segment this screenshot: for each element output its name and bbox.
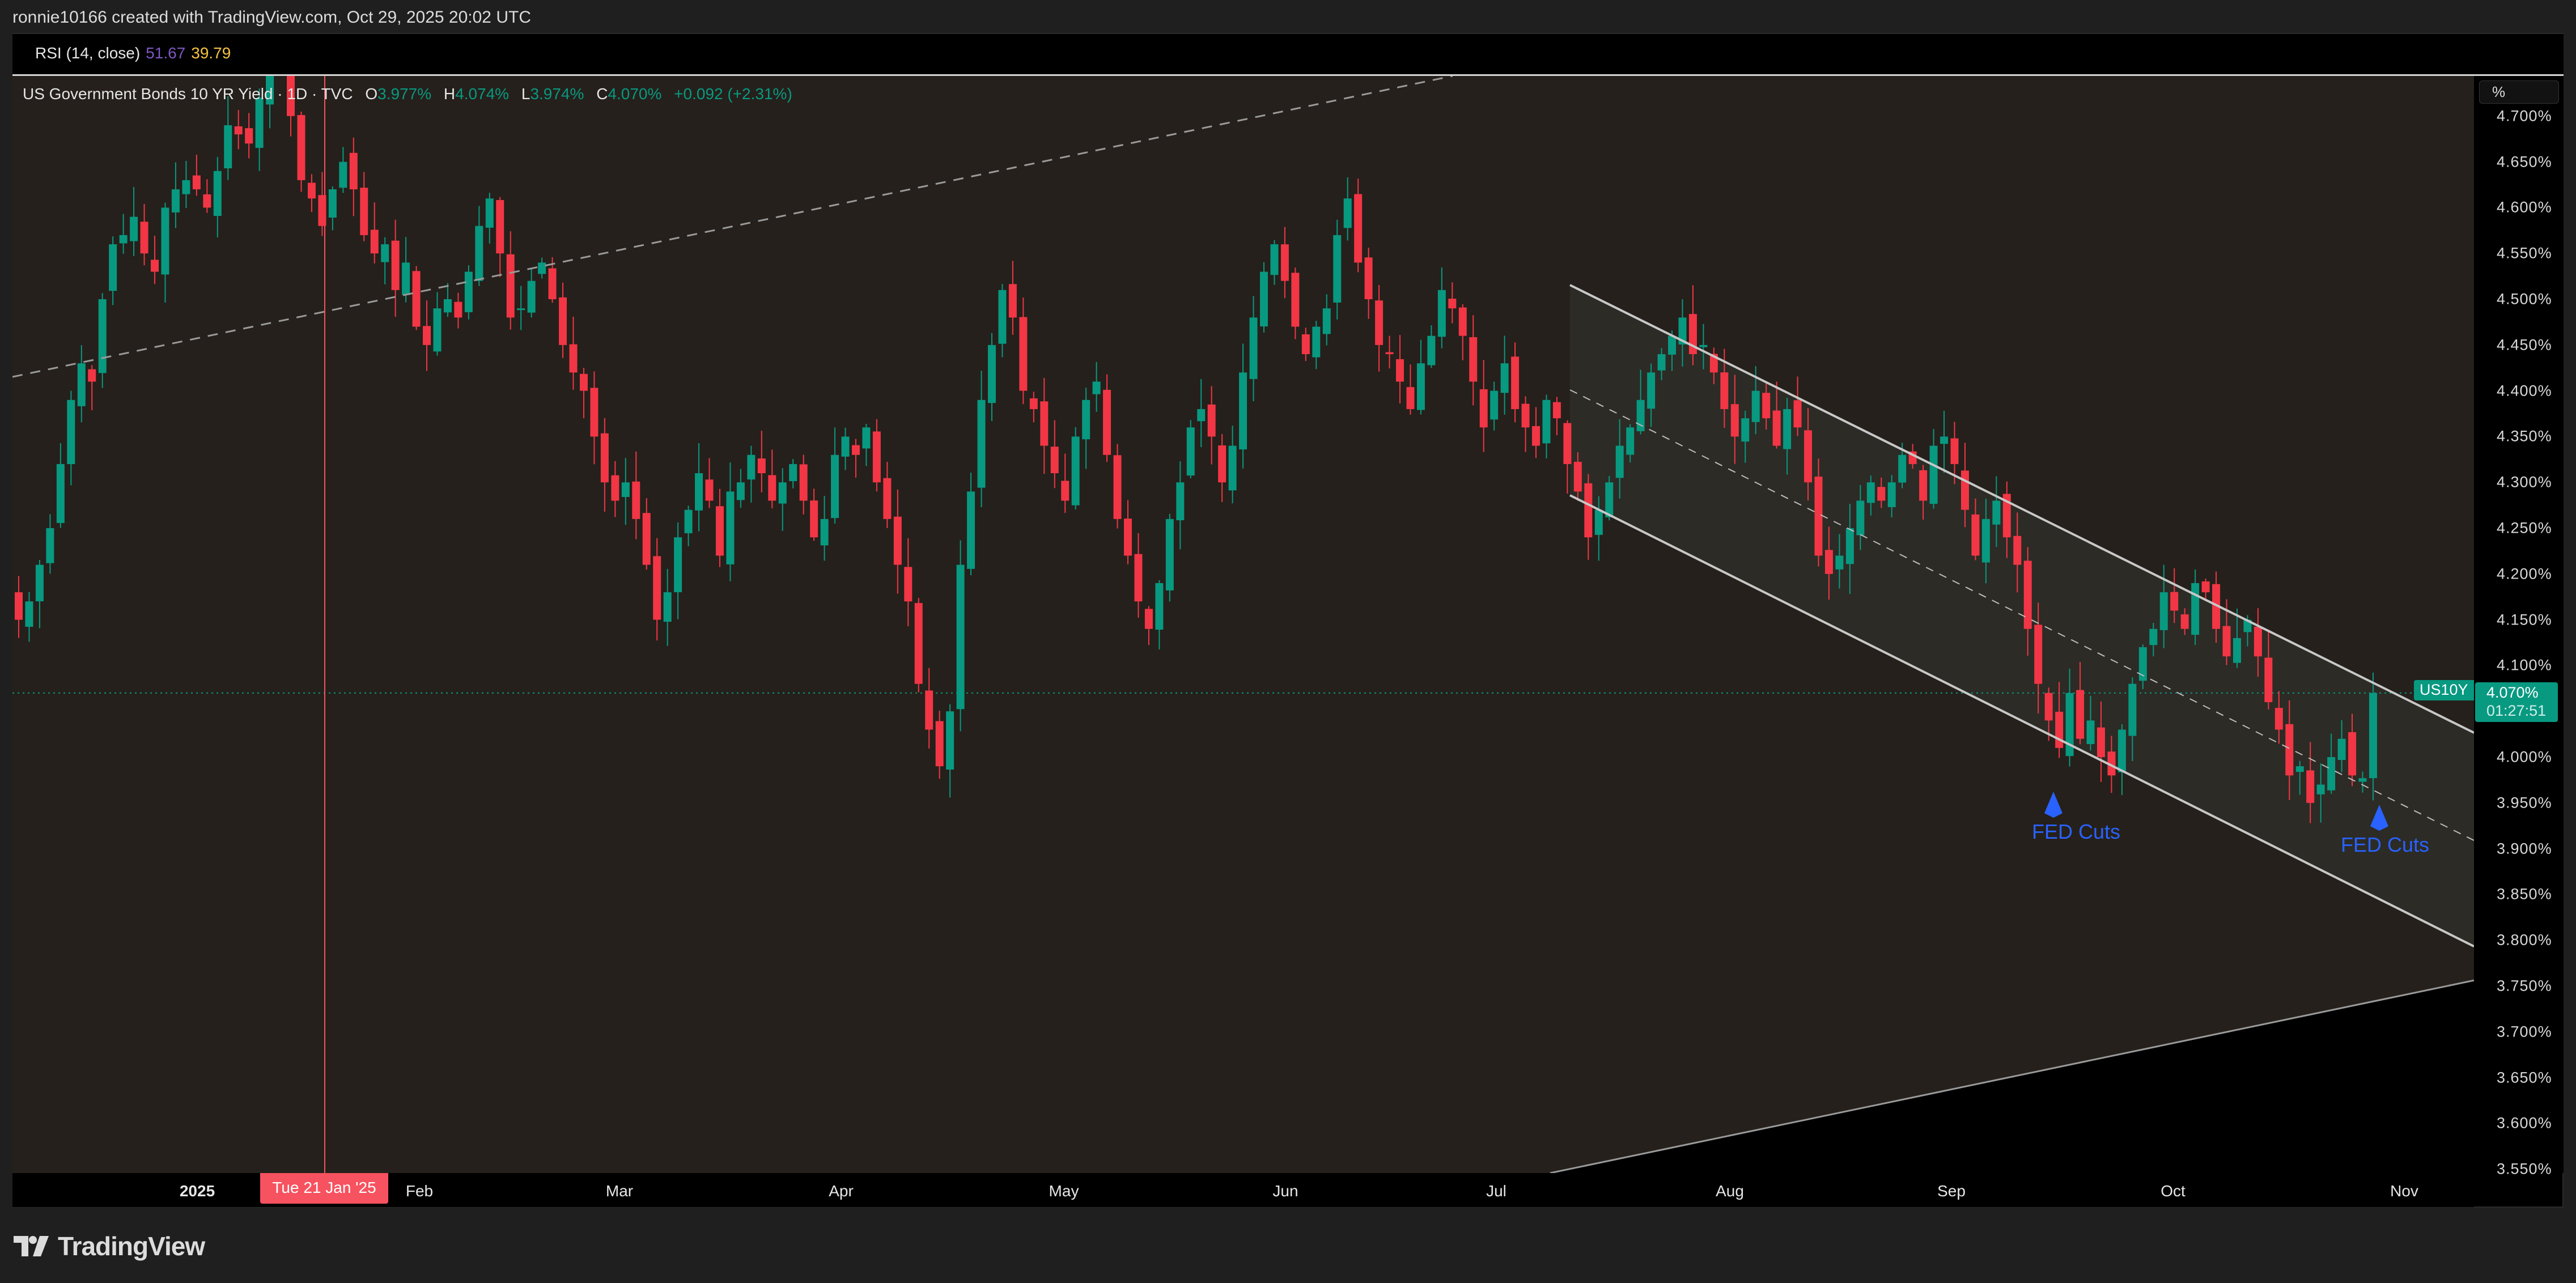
rsi-legend: RSI (14, close) 51.67 39.79 xyxy=(35,44,231,62)
price-tick: 4.700% xyxy=(2497,107,2552,125)
low-key: L xyxy=(521,85,531,103)
price-tick: 4.650% xyxy=(2497,153,2552,171)
price-tick: 3.700% xyxy=(2497,1023,2552,1040)
time-tick: Aug xyxy=(1716,1182,1744,1200)
price-tick: 3.550% xyxy=(2497,1160,2552,1178)
price-unit-button[interactable]: % xyxy=(2479,80,2559,104)
close-key: C xyxy=(596,85,608,103)
price-tick: 4.150% xyxy=(2497,611,2552,628)
time-tick: Feb xyxy=(405,1182,434,1200)
change-value: +0.092 (+2.31%) xyxy=(674,85,792,103)
price-tick: 4.350% xyxy=(2497,427,2552,445)
fed-cuts-annotation[interactable]: FED Cuts xyxy=(2341,804,2429,857)
low-value: 3.974% xyxy=(530,85,584,103)
price-tick: 4.500% xyxy=(2497,290,2552,308)
arrow-up-icon xyxy=(2044,792,2063,818)
time-tick: Mar xyxy=(605,1182,634,1200)
last-price-value: 4.070% xyxy=(2486,684,2539,701)
fed-cuts-annotation[interactable]: FED Cuts xyxy=(2032,791,2120,844)
price-axis[interactable]: 4.700% 4.650% 4.600% 4.550% 4.500% 4.450% 4.40… xyxy=(2474,76,2564,1178)
price-tick: 3.650% xyxy=(2497,1069,2552,1086)
price-tick: 4.000% xyxy=(2497,748,2552,766)
price-tick: 3.900% xyxy=(2497,840,2552,857)
high-value: 4.074% xyxy=(455,85,510,103)
brand-name: TradingView xyxy=(58,1231,205,1261)
crosshair-date-label: Tue 21 Jan '25 xyxy=(260,1173,388,1204)
last-price-label: 4.070% 01:27:51 xyxy=(2475,682,2558,722)
rsi-value: 51.67 xyxy=(146,44,186,62)
price-tick: 4.100% xyxy=(2497,656,2552,674)
price-tick: 4.200% xyxy=(2497,565,2552,583)
time-tick: May xyxy=(1049,1182,1079,1200)
time-axis[interactable]: Tue 21 Jan '25 2025 Feb Mar Apr May Jun Jul Aug… xyxy=(12,1173,2474,1207)
time-tick: Apr xyxy=(829,1182,854,1200)
open-key: O xyxy=(365,85,378,103)
price-tick: 4.550% xyxy=(2497,244,2552,262)
open-value: 3.977% xyxy=(377,85,432,103)
time-tick: Jun xyxy=(1272,1182,1298,1200)
symbol-price-tag: US10Y xyxy=(2414,680,2474,700)
time-tick: Jul xyxy=(1486,1182,1506,1200)
tradingview-logo[interactable]: TradingView xyxy=(14,1231,205,1261)
price-chart-pane[interactable] xyxy=(12,76,2474,1173)
price-tick: 3.800% xyxy=(2497,931,2552,949)
pane-separator[interactable] xyxy=(12,74,2564,76)
price-tick: 4.600% xyxy=(2497,198,2552,216)
high-key: H xyxy=(443,85,456,103)
time-tick: Oct xyxy=(2161,1182,2185,1200)
rsi-title: RSI (14, close) xyxy=(35,44,141,62)
symbol-legend: US Government Bonds 10 YR Yield · 1D · T… xyxy=(23,85,792,103)
price-tick: 3.600% xyxy=(2497,1114,2552,1132)
time-tick: 2025 xyxy=(179,1182,215,1200)
price-tick: 3.950% xyxy=(2497,794,2552,812)
price-tick: 4.450% xyxy=(2497,336,2552,354)
time-tick: Nov xyxy=(2390,1182,2418,1200)
tradingview-logo-icon xyxy=(14,1236,49,1256)
close-value: 4.070% xyxy=(608,85,662,103)
fed-cuts-label: FED Cuts xyxy=(2341,833,2430,856)
price-tick: 4.300% xyxy=(2497,473,2552,491)
price-tick: 3.750% xyxy=(2497,977,2552,995)
price-tick: 4.400% xyxy=(2497,382,2552,400)
rsi-ma-value: 39.79 xyxy=(191,44,231,62)
bar-countdown: 01:27:51 xyxy=(2486,702,2547,719)
symbol-title: US Government Bonds 10 YR Yield · 1D · T… xyxy=(23,85,353,103)
rsi-pane[interactable]: RSI (14, close) 51.67 39.79 xyxy=(12,34,2564,75)
price-tick: 3.850% xyxy=(2497,885,2552,903)
candlestick-chart[interactable] xyxy=(12,76,2474,1173)
fed-cuts-label: FED Cuts xyxy=(2032,820,2121,843)
time-tick: Sep xyxy=(1937,1182,1966,1200)
arrow-up-icon xyxy=(2370,805,2388,831)
chart-attribution: ronnie10166 created with TradingView.com… xyxy=(12,8,531,27)
price-tick: 4.250% xyxy=(2497,519,2552,537)
